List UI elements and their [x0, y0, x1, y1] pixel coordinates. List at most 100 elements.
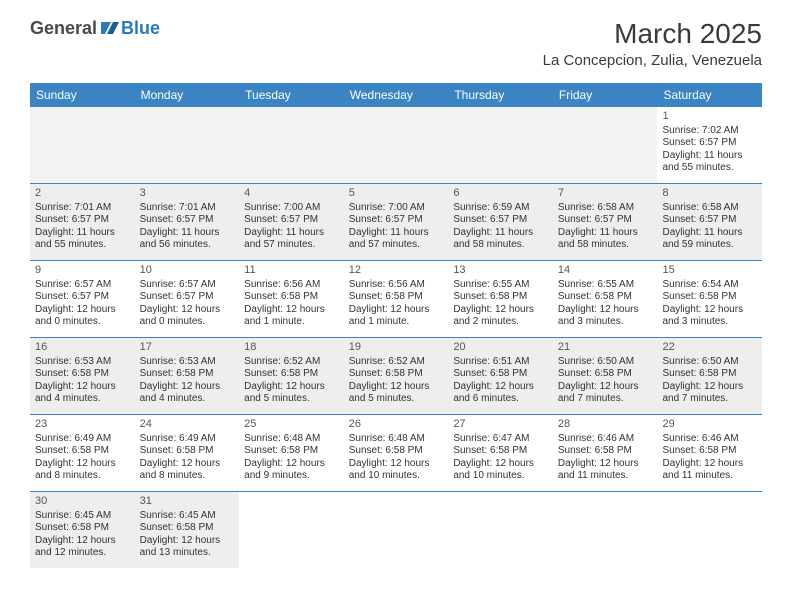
sunset-text: Sunset: 6:58 PM [662, 368, 757, 381]
calendar-cell: 17Sunrise: 6:53 AMSunset: 6:58 PMDayligh… [135, 338, 240, 414]
day-number: 14 [558, 264, 653, 278]
sunset-text: Sunset: 6:57 PM [140, 214, 235, 227]
sunrise-text: Sunrise: 6:49 AM [140, 433, 235, 446]
day-number: 11 [244, 264, 339, 278]
calendar-cell-empty [553, 492, 658, 568]
daylight-text: Daylight: 11 hours and 56 minutes. [140, 227, 235, 252]
sunrise-text: Sunrise: 6:56 AM [244, 279, 339, 292]
calendar-cell: 25Sunrise: 6:48 AMSunset: 6:58 PMDayligh… [239, 415, 344, 491]
sunset-text: Sunset: 6:57 PM [558, 214, 653, 227]
day-headers-row: SundayMondayTuesdayWednesdayThursdayFrid… [30, 83, 762, 107]
calendar-cell: 21Sunrise: 6:50 AMSunset: 6:58 PMDayligh… [553, 338, 658, 414]
calendar-cell-empty [553, 107, 658, 183]
daylight-text: Daylight: 12 hours and 7 minutes. [558, 381, 653, 406]
daylight-text: Daylight: 12 hours and 0 minutes. [35, 304, 130, 329]
calendar-cell: 19Sunrise: 6:52 AMSunset: 6:58 PMDayligh… [344, 338, 449, 414]
sunrise-text: Sunrise: 6:46 AM [662, 433, 757, 446]
logo-text-general: General [30, 18, 97, 39]
calendar-cell: 27Sunrise: 6:47 AMSunset: 6:58 PMDayligh… [448, 415, 553, 491]
sunset-text: Sunset: 6:57 PM [349, 214, 444, 227]
calendar-cell: 1Sunrise: 7:02 AMSunset: 6:57 PMDaylight… [657, 107, 762, 183]
day-number: 2 [35, 187, 130, 201]
sunrise-text: Sunrise: 6:45 AM [140, 510, 235, 523]
logo: General Blue [30, 18, 160, 39]
calendar-cell-empty [448, 107, 553, 183]
calendar-cell: 26Sunrise: 6:48 AMSunset: 6:58 PMDayligh… [344, 415, 449, 491]
logo-text-blue: Blue [121, 18, 160, 39]
day-number: 23 [35, 418, 130, 432]
sunset-text: Sunset: 6:58 PM [140, 445, 235, 458]
calendar-cell: 6Sunrise: 6:59 AMSunset: 6:57 PMDaylight… [448, 184, 553, 260]
sunset-text: Sunset: 6:57 PM [35, 214, 130, 227]
sunrise-text: Sunrise: 6:51 AM [453, 356, 548, 369]
sunrise-text: Sunrise: 6:46 AM [558, 433, 653, 446]
sunset-text: Sunset: 6:58 PM [349, 445, 444, 458]
calendar-cell-empty [239, 492, 344, 568]
day-number: 16 [35, 341, 130, 355]
sunrise-text: Sunrise: 6:53 AM [140, 356, 235, 369]
sunset-text: Sunset: 6:58 PM [558, 291, 653, 304]
sunrise-text: Sunrise: 6:56 AM [349, 279, 444, 292]
sunrise-text: Sunrise: 7:00 AM [244, 202, 339, 215]
calendar-cell-empty [239, 107, 344, 183]
day-header-wednesday: Wednesday [344, 83, 449, 107]
calendar-cell: 28Sunrise: 6:46 AMSunset: 6:58 PMDayligh… [553, 415, 658, 491]
daylight-text: Daylight: 12 hours and 13 minutes. [140, 535, 235, 560]
day-number: 31 [140, 495, 235, 509]
calendar-cell: 4Sunrise: 7:00 AMSunset: 6:57 PMDaylight… [239, 184, 344, 260]
sunrise-text: Sunrise: 6:47 AM [453, 433, 548, 446]
calendar-cell: 9Sunrise: 6:57 AMSunset: 6:57 PMDaylight… [30, 261, 135, 337]
daylight-text: Daylight: 11 hours and 57 minutes. [244, 227, 339, 252]
day-number: 26 [349, 418, 444, 432]
calendar-cell-empty [344, 107, 449, 183]
sunset-text: Sunset: 6:58 PM [244, 291, 339, 304]
daylight-text: Daylight: 11 hours and 59 minutes. [662, 227, 757, 252]
sunset-text: Sunset: 6:58 PM [35, 445, 130, 458]
sunrise-text: Sunrise: 7:00 AM [349, 202, 444, 215]
sunrise-text: Sunrise: 6:57 AM [140, 279, 235, 292]
calendar-cell: 23Sunrise: 6:49 AMSunset: 6:58 PMDayligh… [30, 415, 135, 491]
day-header-monday: Monday [135, 83, 240, 107]
sunset-text: Sunset: 6:58 PM [453, 291, 548, 304]
day-number: 4 [244, 187, 339, 201]
day-header-friday: Friday [553, 83, 658, 107]
daylight-text: Daylight: 12 hours and 4 minutes. [140, 381, 235, 406]
sunrise-text: Sunrise: 7:01 AM [35, 202, 130, 215]
sunrise-text: Sunrise: 6:58 AM [662, 202, 757, 215]
calendar-cell: 10Sunrise: 6:57 AMSunset: 6:57 PMDayligh… [135, 261, 240, 337]
sunrise-text: Sunrise: 6:59 AM [453, 202, 548, 215]
sunrise-text: Sunrise: 6:48 AM [244, 433, 339, 446]
day-number: 6 [453, 187, 548, 201]
calendar-cell: 14Sunrise: 6:55 AMSunset: 6:58 PMDayligh… [553, 261, 658, 337]
daylight-text: Daylight: 11 hours and 55 minutes. [35, 227, 130, 252]
daylight-text: Daylight: 12 hours and 5 minutes. [349, 381, 444, 406]
daylight-text: Daylight: 11 hours and 58 minutes. [453, 227, 548, 252]
sunset-text: Sunset: 6:58 PM [35, 522, 130, 535]
sunset-text: Sunset: 6:58 PM [662, 291, 757, 304]
daylight-text: Daylight: 11 hours and 57 minutes. [349, 227, 444, 252]
sunset-text: Sunset: 6:57 PM [244, 214, 339, 227]
sunrise-text: Sunrise: 6:55 AM [453, 279, 548, 292]
day-number: 25 [244, 418, 339, 432]
day-number: 7 [558, 187, 653, 201]
day-number: 27 [453, 418, 548, 432]
calendar-cell: 20Sunrise: 6:51 AMSunset: 6:58 PMDayligh… [448, 338, 553, 414]
sunset-text: Sunset: 6:58 PM [558, 445, 653, 458]
day-number: 21 [558, 341, 653, 355]
day-number: 12 [349, 264, 444, 278]
day-header-tuesday: Tuesday [239, 83, 344, 107]
calendar-cell: 18Sunrise: 6:52 AMSunset: 6:58 PMDayligh… [239, 338, 344, 414]
calendar-cell: 24Sunrise: 6:49 AMSunset: 6:58 PMDayligh… [135, 415, 240, 491]
day-number: 19 [349, 341, 444, 355]
sunset-text: Sunset: 6:57 PM [453, 214, 548, 227]
calendar-cell-empty [135, 107, 240, 183]
calendar-cell: 11Sunrise: 6:56 AMSunset: 6:58 PMDayligh… [239, 261, 344, 337]
sunrise-text: Sunrise: 6:50 AM [558, 356, 653, 369]
daylight-text: Daylight: 12 hours and 3 minutes. [558, 304, 653, 329]
calendar-cell: 5Sunrise: 7:00 AMSunset: 6:57 PMDaylight… [344, 184, 449, 260]
calendar-cell: 12Sunrise: 6:56 AMSunset: 6:58 PMDayligh… [344, 261, 449, 337]
daylight-text: Daylight: 12 hours and 10 minutes. [349, 458, 444, 483]
day-number: 22 [662, 341, 757, 355]
calendar-cell: 8Sunrise: 6:58 AMSunset: 6:57 PMDaylight… [657, 184, 762, 260]
daylight-text: Daylight: 12 hours and 6 minutes. [453, 381, 548, 406]
